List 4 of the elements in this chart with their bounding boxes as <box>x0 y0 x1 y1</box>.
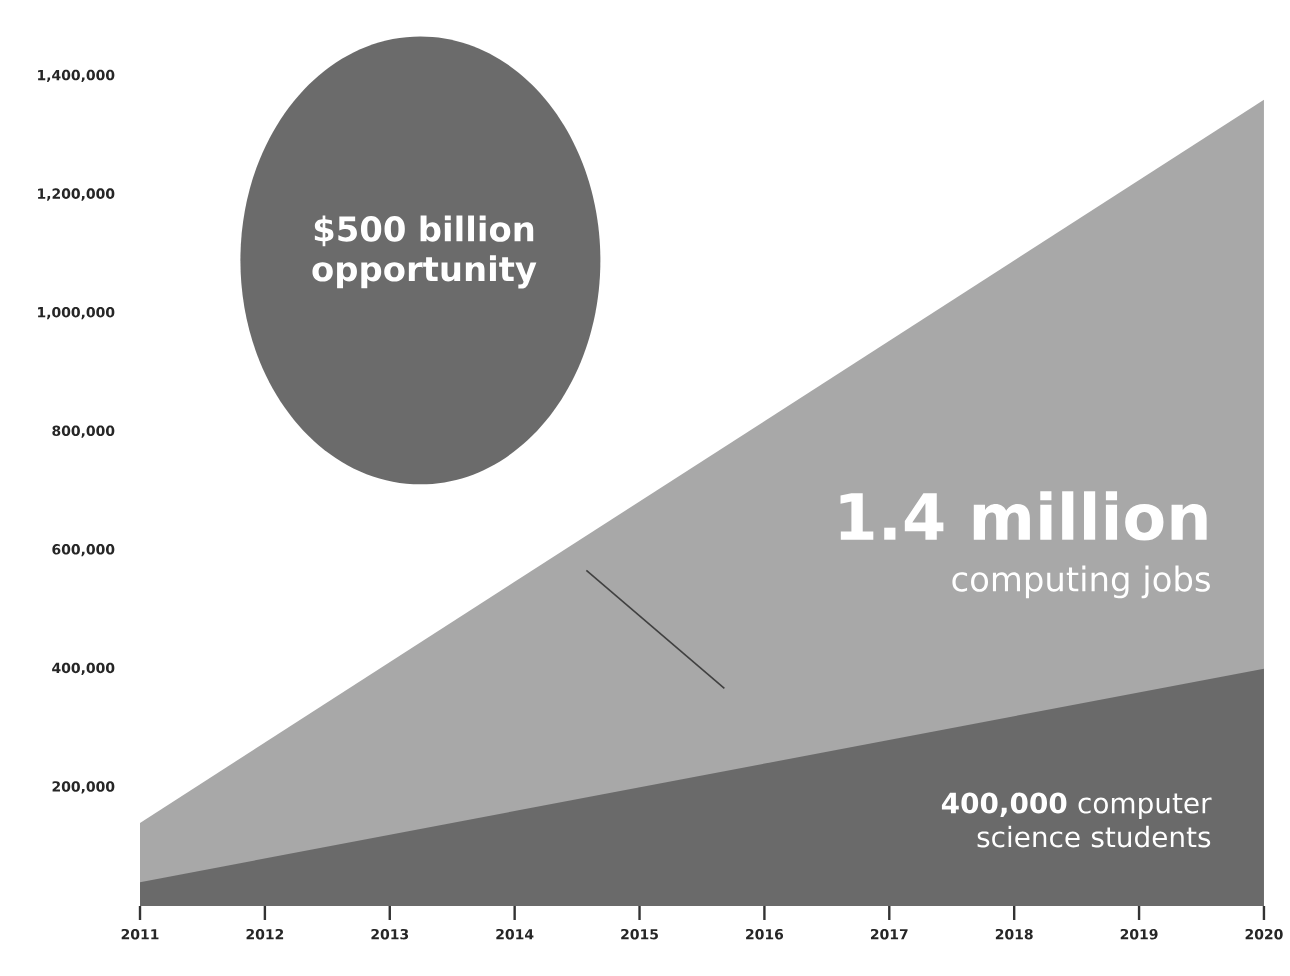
annotation: 400,000 computer science students <box>941 792 1212 848</box>
annotation: 1.4 million <box>840 491 1207 541</box>
annotation: computing jobs <box>952 565 1210 599</box>
annotation: $500 billion opportunity <box>312 215 537 289</box>
